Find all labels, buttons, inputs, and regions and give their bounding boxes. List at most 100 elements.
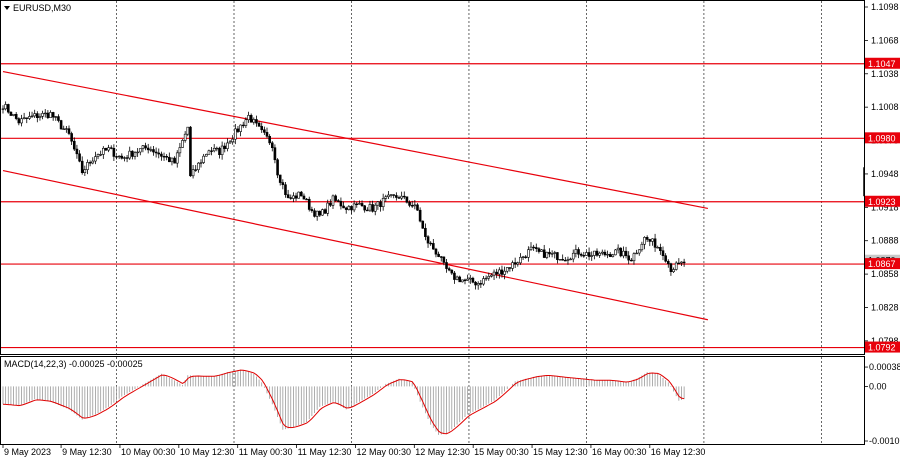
candle-body <box>614 249 617 256</box>
candle-body <box>334 195 337 201</box>
candle-body <box>278 174 282 183</box>
candle-body <box>630 259 633 262</box>
candle-body <box>75 148 79 155</box>
candle-body <box>57 116 60 121</box>
candle-body <box>83 169 87 174</box>
collapse-triangle-icon[interactable] <box>4 6 10 10</box>
candle-body <box>307 198 311 210</box>
candle-body <box>447 268 451 271</box>
candle-body <box>450 269 454 274</box>
candle-body <box>527 249 530 258</box>
candle-body <box>14 113 18 119</box>
candle-body <box>366 209 369 212</box>
candle-body <box>516 262 520 265</box>
candle-body <box>418 209 422 222</box>
candle-body <box>138 148 142 153</box>
candle-body <box>661 250 665 257</box>
candle-body <box>67 128 71 134</box>
candle-body <box>6 104 10 113</box>
candle-body <box>91 160 95 164</box>
candle-body <box>305 198 308 201</box>
candle-body <box>666 260 670 264</box>
candle-body <box>104 147 108 151</box>
candle-body <box>141 145 145 149</box>
candle-body <box>503 270 506 275</box>
candle-body <box>408 202 411 206</box>
candle-body <box>33 113 36 117</box>
candle-body <box>149 149 153 151</box>
candle-body <box>41 113 44 117</box>
candle-body <box>49 112 52 118</box>
candle-body <box>25 117 29 119</box>
level-price-label: 1.0792 <box>868 343 896 353</box>
candle-body <box>218 147 221 156</box>
candle-body <box>112 147 116 157</box>
candle-body <box>215 147 219 150</box>
candle-body <box>223 145 227 149</box>
candle-body <box>350 206 353 211</box>
candle-body <box>181 140 184 148</box>
candle-body <box>429 242 432 245</box>
candle-body <box>619 247 623 257</box>
candle-body <box>490 274 493 277</box>
price-tick-label: 1.1098 <box>871 2 899 12</box>
candle-body <box>474 281 477 286</box>
time-tick-label: 9 May 12:30 <box>62 447 112 457</box>
candle-body <box>593 250 596 256</box>
candle-body <box>395 195 398 198</box>
candle-body <box>651 238 654 242</box>
candle-body <box>571 252 575 260</box>
candle-body <box>62 128 66 130</box>
candle-body <box>120 155 124 159</box>
candle-body <box>43 112 47 115</box>
candle-body <box>292 195 295 199</box>
candle-body <box>426 236 430 244</box>
level-price-box <box>865 258 900 270</box>
candle-body <box>492 271 496 276</box>
candle-body <box>202 155 205 163</box>
candle-body <box>178 147 182 154</box>
level-price-box <box>865 57 900 69</box>
level-price-label: 1.0980 <box>868 133 896 143</box>
price-tick-label: 1.1038 <box>871 69 899 79</box>
candle-body <box>226 142 229 149</box>
candle-body <box>183 133 187 141</box>
candle-body <box>371 204 374 212</box>
candle-body <box>579 253 583 256</box>
candle-body <box>289 197 293 199</box>
candle-body <box>46 112 50 118</box>
candle-body <box>677 262 681 265</box>
candle-body <box>553 252 557 254</box>
candle-body <box>590 255 594 257</box>
candle-body <box>323 209 327 214</box>
candle-body <box>234 128 237 140</box>
candle-body <box>566 259 570 261</box>
time-tick-label: 12 May 12:30 <box>415 447 470 457</box>
candle-body <box>321 209 324 216</box>
level-price-label: 1.1047 <box>868 59 896 69</box>
candle-body <box>637 249 641 254</box>
candle-body <box>358 203 361 205</box>
candle-body <box>284 184 287 195</box>
candle-body <box>342 205 345 209</box>
candle-body <box>508 267 512 269</box>
candle-body <box>102 147 105 155</box>
candle-body <box>376 201 380 206</box>
candle-body <box>263 129 266 133</box>
candle-body <box>389 194 393 196</box>
candle-body <box>606 253 609 256</box>
candle-body <box>157 152 161 155</box>
macd-tick-label: 0.00 <box>869 381 887 391</box>
candle-body <box>611 254 615 257</box>
candle-body <box>88 162 92 164</box>
price-tick-label: 1.1008 <box>871 102 899 112</box>
session-separators <box>116 1 822 444</box>
candle-body <box>260 126 264 131</box>
candle-body <box>577 249 580 255</box>
candle-body <box>326 202 330 214</box>
candle-body <box>545 251 549 258</box>
candle-body <box>162 156 166 158</box>
candle-body <box>540 249 543 252</box>
candle-body <box>397 197 401 199</box>
